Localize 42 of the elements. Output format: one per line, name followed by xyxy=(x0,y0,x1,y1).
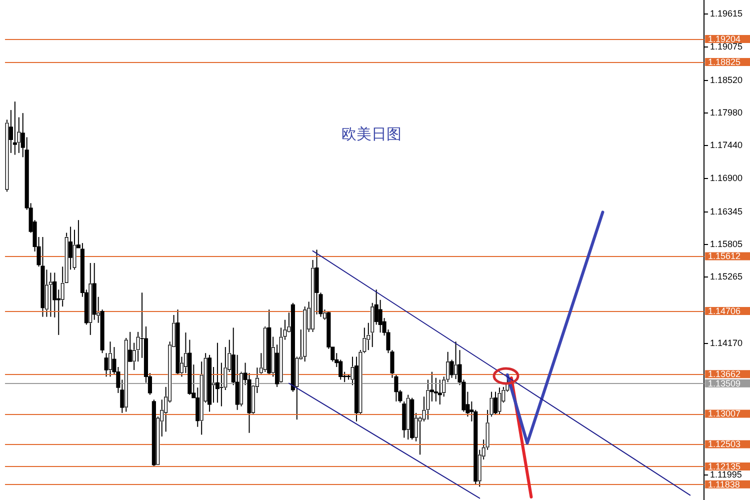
candlestick xyxy=(92,262,96,320)
y-tick-label: 1.17440 xyxy=(710,140,743,150)
candlestick xyxy=(72,229,77,270)
ref-line-label: 1.15612 xyxy=(708,251,741,262)
ref-line-label: 1.13509 xyxy=(708,378,741,388)
candlestick xyxy=(40,236,45,318)
candlestick xyxy=(88,262,92,336)
y-tick-label: 1.15265 xyxy=(710,272,743,282)
candlestick xyxy=(497,387,502,416)
candlestick xyxy=(438,379,442,405)
ref-line-label: 1.12135 xyxy=(708,461,741,472)
y-tick-label: 1.15805 xyxy=(710,239,743,250)
candlestick xyxy=(215,342,220,404)
y-tick-label: 1.19615 xyxy=(710,8,743,19)
ref-line-label: 1.11838 xyxy=(708,479,740,490)
y-tick-label: 1.16345 xyxy=(710,206,743,216)
ref-line-label: 1.13662 xyxy=(708,369,741,380)
candlestick xyxy=(410,397,414,440)
candlestick xyxy=(493,391,498,416)
candlestick xyxy=(402,400,406,438)
ref-line-label: 1.12503 xyxy=(708,439,741,450)
ref-line-label: 1.18825 xyxy=(708,56,741,67)
y-tick-label: 1.18520 xyxy=(710,74,743,85)
y-tick-label: 1.17980 xyxy=(710,108,743,118)
candlestick xyxy=(267,309,272,376)
candlestick xyxy=(406,394,410,440)
y-tick-label: 1.14170 xyxy=(710,338,743,348)
y-tick-label: 1.11995 xyxy=(710,469,742,480)
y-tick-label: 1.16900 xyxy=(710,172,743,183)
candlestick xyxy=(263,326,268,372)
candlestick xyxy=(152,399,156,468)
ref-line-label: 1.13007 xyxy=(708,408,741,419)
candlestick xyxy=(208,354,212,412)
ref-line-label: 1.14706 xyxy=(708,306,741,316)
text: 欧美日图 xyxy=(341,126,402,144)
candlestick xyxy=(454,341,458,380)
candlestick xyxy=(176,309,180,376)
candlestick xyxy=(48,272,53,318)
candlestick xyxy=(354,356,359,422)
candlestick xyxy=(104,352,108,378)
candlestick xyxy=(108,341,112,378)
candlestick xyxy=(12,101,17,156)
